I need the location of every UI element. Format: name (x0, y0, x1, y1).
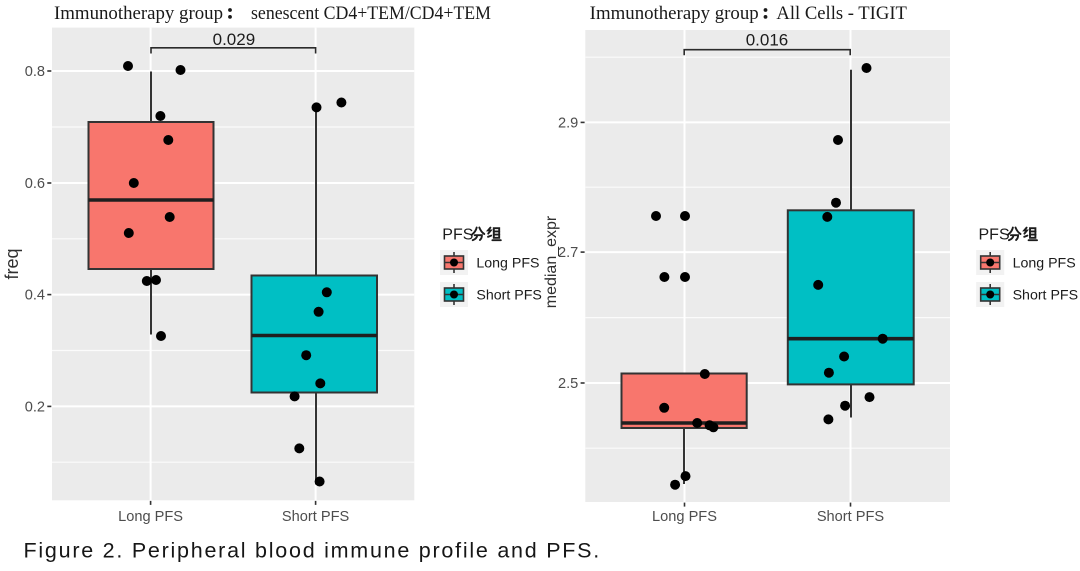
svg-text:0.029: 0.029 (213, 30, 256, 49)
svg-text:0.2: 0.2 (25, 400, 45, 416)
svg-text:0.6: 0.6 (25, 176, 45, 192)
svg-text:All Cells - TIGIT: All Cells - TIGIT (776, 4, 907, 24)
svg-text:Long PFS: Long PFS (118, 509, 183, 525)
svg-text:0.4: 0.4 (25, 288, 45, 304)
svg-text:2.9: 2.9 (558, 116, 578, 132)
svg-text:Short PFS: Short PFS (476, 288, 541, 304)
svg-text:PFS: PFS (442, 227, 473, 244)
svg-text:median_expr: median_expr (543, 215, 560, 308)
svg-text:Immunotherapy group: Immunotherapy group (590, 4, 759, 24)
svg-text:2.7: 2.7 (558, 245, 578, 261)
svg-text:0.016: 0.016 (746, 30, 789, 49)
svg-text:Long PFS: Long PFS (476, 256, 539, 272)
svg-text:2.5: 2.5 (558, 376, 578, 392)
svg-text:Figure 2. Peripheral blood imm: Figure 2. Peripheral blood immune profil… (24, 539, 601, 563)
svg-text:Short PFS: Short PFS (817, 509, 885, 525)
svg-text:Short PFS: Short PFS (282, 509, 350, 525)
svg-text:0.8: 0.8 (25, 64, 45, 80)
svg-text:freq: freq (2, 248, 22, 279)
svg-text:Long PFS: Long PFS (652, 509, 717, 525)
svg-text:Immunotherapy group: Immunotherapy group (54, 4, 223, 24)
svg-text:senescent CD4+TEM/CD4+TEM: senescent CD4+TEM/CD4+TEM (251, 4, 491, 24)
